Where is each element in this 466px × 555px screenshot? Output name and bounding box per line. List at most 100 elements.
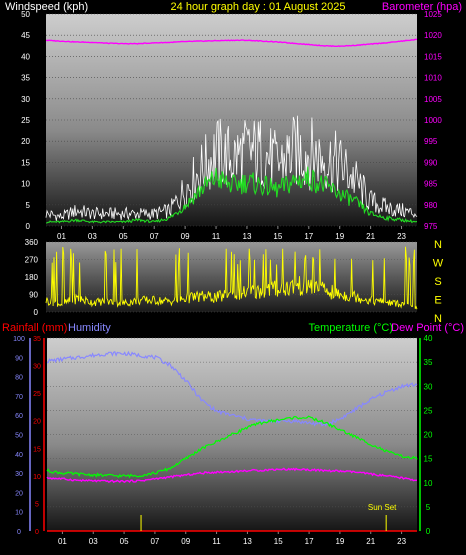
- humidity-tick-label: 20: [15, 490, 23, 497]
- sunset-label: Sun Set: [368, 503, 397, 512]
- rainfall-tick-label: 10: [33, 474, 41, 481]
- time-tick-label: 05: [120, 537, 129, 546]
- temperature-series-group: [46, 350, 418, 532]
- dewpoint-axis-title: Dew Point (°C): [391, 322, 464, 334]
- sun-markers: Sun Set: [140, 503, 397, 531]
- windspeed-tick-label: 25: [21, 116, 30, 125]
- windspeed-tick-label: 35: [21, 74, 30, 83]
- humidity-tick-label: 90: [15, 355, 23, 362]
- time-tick-label: 23: [397, 232, 406, 241]
- temperature-tick-label: 20: [424, 431, 433, 440]
- humidity-axis-title: Humidity: [68, 322, 111, 334]
- humidity-tick-label: 100: [13, 336, 25, 343]
- barometer-tick-label: 1010: [424, 74, 442, 83]
- temperature-panel-axes: 0 10 20 30 40 50 60 70 80 90 100 0 5 10 15 20 25 30 35 0 5 10…: [13, 334, 433, 536]
- direction-tick-label: 360: [25, 238, 39, 247]
- rainfall-axis-title: Rainfall (mm): [2, 322, 67, 334]
- rainfall-tick-label: 15: [33, 446, 41, 453]
- windspeed-tick-label: 20: [21, 137, 30, 146]
- time-tick-label: 21: [366, 537, 375, 546]
- humidity-tick-label: 40: [15, 452, 23, 459]
- time-tick-label: 05: [119, 232, 128, 241]
- time-tick-label: 09: [181, 232, 190, 241]
- time-tick-label: 03: [88, 232, 97, 241]
- barometer-tick-label: 1025: [424, 10, 442, 19]
- rainfall-tick-label: 0: [35, 529, 39, 536]
- time-tick-label: 09: [181, 537, 190, 546]
- time-tick-label: 01: [58, 537, 67, 546]
- barometer-tick-label: 985: [424, 180, 438, 189]
- humidity-tick-label: 50: [15, 433, 23, 440]
- time-tick-label: 11: [212, 537, 221, 546]
- time-tick-label: 15: [274, 537, 283, 546]
- time-tick-label: 13: [243, 232, 252, 241]
- wind-series-group: [45, 38, 418, 224]
- time-tick-label: 19: [335, 537, 344, 546]
- barometer-axis-title: Barometer (hpa): [382, 1, 462, 13]
- direction-series-group: [45, 246, 418, 310]
- time-tick-label: 15: [273, 232, 282, 241]
- temperature-series-line: [46, 415, 418, 479]
- time-tick-label: 03: [89, 537, 98, 546]
- humidity-tick-label: 70: [15, 394, 23, 401]
- barometer-tick-label: 990: [424, 158, 438, 167]
- windspeed-tick-label: 5: [26, 201, 31, 210]
- average-wind-series-line: [45, 166, 418, 224]
- barometer-tick-label: 1015: [424, 52, 442, 61]
- temperature-tick-label: 40: [424, 334, 433, 343]
- compass-label: N: [434, 239, 442, 251]
- temperature-tick-label: 30: [424, 382, 433, 391]
- windspeed-axis-title: Windspeed (kph): [5, 1, 88, 13]
- temperature-tick-label: 0: [426, 527, 431, 536]
- temperature-time-axis-ticks: 01 03 05 07 09 11 13 15 17 19 21 23: [58, 531, 407, 546]
- rainfall-tick-label: 35: [33, 336, 41, 343]
- barometer-tick-label: 995: [424, 137, 438, 146]
- dewpoint-series-line: [46, 467, 418, 484]
- windspeed-tick-label: 15: [21, 158, 30, 167]
- barometer-tick-label: 980: [424, 201, 438, 210]
- barometer-series-line: [46, 38, 418, 48]
- wind-time-axis-ticks: 01 03 05 07 09 11 13 15 17 19 21 23: [57, 226, 407, 241]
- windspeed-axis-ticks: 0 5 10 15 20 25 30 35 40 45 50: [21, 10, 30, 231]
- humidity-tick-label: 80: [15, 375, 23, 382]
- time-tick-label: 19: [335, 232, 344, 241]
- windspeed-tick-label: 0: [26, 222, 31, 231]
- time-tick-label: 01: [57, 232, 66, 241]
- windspeed-tick-label: 50: [21, 10, 30, 19]
- barometer-tick-label: 975: [424, 222, 438, 231]
- time-tick-label: 23: [397, 537, 406, 546]
- wind-direction-series-line: [45, 246, 418, 310]
- time-tick-label: 21: [366, 232, 375, 241]
- compass-label: N: [434, 313, 442, 325]
- humidity-tick-label: 30: [15, 471, 23, 478]
- barometer-axis-ticks: 975 980 985 990 995 1000 1005 1010 1015 1020 1025: [424, 10, 442, 231]
- humidity-series-line: [46, 350, 418, 427]
- temperature-panel-background: [47, 338, 417, 531]
- direction-tick-label: 270: [25, 256, 39, 265]
- barometer-tick-label: 1020: [424, 31, 442, 40]
- temperature-tick-label: 5: [426, 503, 431, 512]
- direction-tick-label: 0: [34, 308, 39, 317]
- temperature-tick-label: 10: [424, 479, 433, 488]
- rainfall-tick-label: 5: [35, 501, 39, 508]
- humidity-tick-label: 60: [15, 413, 23, 420]
- humidity-tick-label: 0: [17, 529, 21, 536]
- time-tick-label: 13: [243, 537, 252, 546]
- barometer-tick-label: 1005: [424, 95, 442, 104]
- direction-axis-ticks: 0 90 180 270 360: [25, 238, 39, 317]
- gust-series-line: [45, 115, 418, 221]
- humidity-tick-label: 10: [15, 510, 23, 517]
- barometer-tick-label: 1000: [424, 116, 442, 125]
- time-tick-label: 07: [150, 537, 159, 546]
- compass-label: W: [433, 258, 444, 270]
- time-tick-label: 07: [150, 232, 159, 241]
- time-tick-label: 17: [304, 232, 313, 241]
- windspeed-tick-label: 10: [21, 180, 30, 189]
- windspeed-tick-label: 30: [21, 95, 30, 104]
- time-tick-label: 11: [212, 232, 221, 241]
- compass-label: E: [434, 295, 441, 307]
- temperature-axis-title: Temperature (°C): [309, 322, 393, 334]
- temperature-tick-label: 35: [424, 358, 433, 367]
